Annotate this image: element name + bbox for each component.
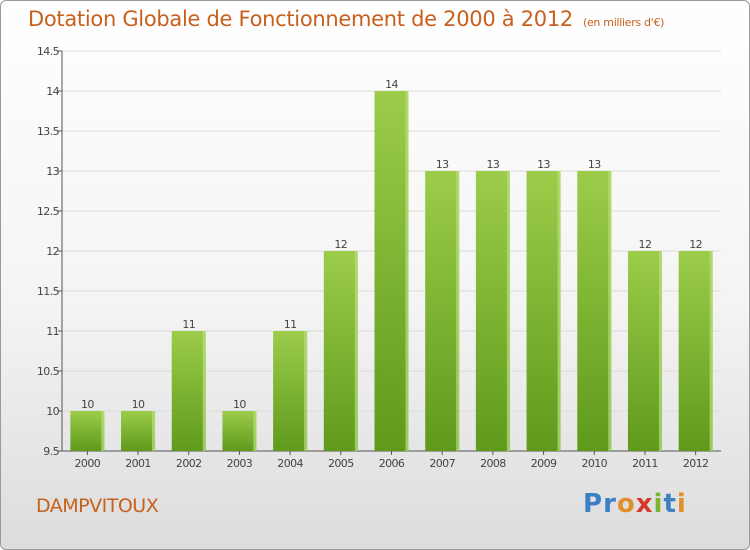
x-tick-label: 2001 xyxy=(125,457,151,470)
data-label: 12 xyxy=(639,238,652,251)
bar-highlight xyxy=(202,331,206,451)
bar-2008 xyxy=(475,171,510,451)
bar-highlight xyxy=(608,171,612,451)
x-tick-label: 2008 xyxy=(480,457,506,470)
logo-letter: i xyxy=(653,489,664,519)
bar-highlight xyxy=(152,411,156,451)
logo-letter: P xyxy=(583,489,604,519)
bar-highlight xyxy=(557,171,561,451)
y-tick-label: 10 xyxy=(46,405,59,418)
data-label: 12 xyxy=(334,238,347,251)
logo-letter: o xyxy=(616,489,636,519)
bar-2011 xyxy=(627,251,662,451)
logo-letter: x xyxy=(635,489,654,519)
bar-2012 xyxy=(678,251,713,451)
bar-highlight xyxy=(506,171,510,451)
chart-subtitle: (en milliers d'€) xyxy=(582,16,665,29)
bar-highlight xyxy=(456,171,460,451)
data-label: 14 xyxy=(385,78,398,91)
data-label: 11 xyxy=(284,318,297,331)
data-label: 13 xyxy=(588,158,601,171)
y-tick-label: 11 xyxy=(46,325,59,338)
bar-2007 xyxy=(425,171,460,451)
bar-2003 xyxy=(222,411,257,451)
bar-highlight xyxy=(405,91,409,451)
y-tick-label: 13.5 xyxy=(37,125,60,138)
bar-2000 xyxy=(70,411,105,451)
data-label: 10 xyxy=(81,398,94,411)
bar-highlight xyxy=(354,251,358,451)
bar-2002 xyxy=(171,331,206,451)
bar-2004 xyxy=(273,331,308,451)
bar-layer xyxy=(70,91,713,451)
data-label: 12 xyxy=(689,238,702,251)
logo-letter: i xyxy=(676,489,687,519)
x-tick-label: 2010 xyxy=(581,457,607,470)
data-label: 13 xyxy=(537,158,550,171)
chart-title-text: Dotation Globale de Fonctionnement de 20… xyxy=(28,7,573,31)
data-label: 10 xyxy=(132,398,145,411)
x-tick-label: 2005 xyxy=(328,457,354,470)
bar-2005 xyxy=(323,251,358,451)
label-layer: 10 2000 10 2001 11 2002 10 2003 11 2004 12 2005 14 20… xyxy=(75,78,710,470)
y-tick-label: 12 xyxy=(46,245,59,258)
x-tick-label: 2002 xyxy=(176,457,202,470)
x-tick-label: 2011 xyxy=(632,457,658,470)
y-tick-label: 11.5 xyxy=(37,285,60,298)
bar-highlight xyxy=(101,411,105,451)
proxiti-logo: Proxiti xyxy=(583,489,687,519)
bar-highlight xyxy=(253,411,257,451)
x-tick-label: 2012 xyxy=(683,457,709,470)
bar-2009 xyxy=(526,171,561,451)
bar-highlight xyxy=(709,251,713,451)
bar-2006 xyxy=(374,91,409,451)
y-tick-label: 13 xyxy=(46,165,59,178)
bar-highlight xyxy=(304,331,308,451)
bar-2001 xyxy=(121,411,156,451)
x-tick-label: 2003 xyxy=(227,457,253,470)
y-tick-label: 10.5 xyxy=(37,365,60,378)
x-tick-label: 2007 xyxy=(429,457,455,470)
data-label: 13 xyxy=(486,158,499,171)
y-tick-label: 14 xyxy=(46,85,59,98)
data-label: 13 xyxy=(436,158,449,171)
y-tick-label: 12.5 xyxy=(37,205,60,218)
logo-letter: r xyxy=(603,489,617,519)
bar-highlight xyxy=(658,251,662,451)
y-tick-label: 9.5 xyxy=(43,445,59,458)
bar-2010 xyxy=(577,171,612,451)
commune-name: DAMPVITOUX xyxy=(36,495,159,517)
x-tick-label: 2006 xyxy=(379,457,405,470)
data-label: 11 xyxy=(182,318,195,331)
data-label: 10 xyxy=(233,398,246,411)
x-tick-label: 2004 xyxy=(277,457,303,470)
x-tick-label: 2000 xyxy=(75,457,101,470)
x-tick-label: 2009 xyxy=(531,457,557,470)
y-tick-label: 14.5 xyxy=(37,45,60,58)
chart-title: Dotation Globale de Fonctionnement de 20… xyxy=(28,7,664,31)
logo-letter: t xyxy=(663,489,677,519)
